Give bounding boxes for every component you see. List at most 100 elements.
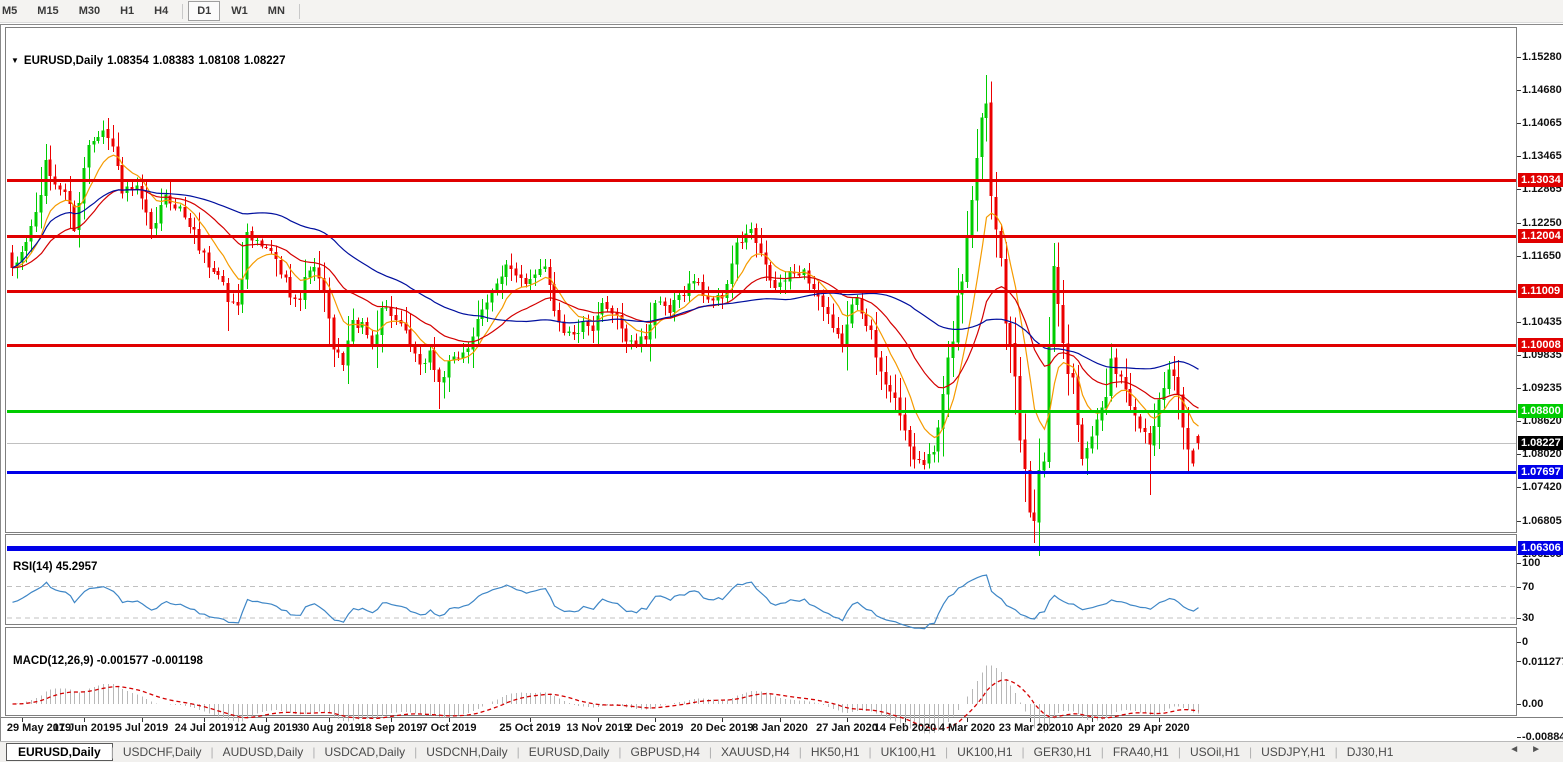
tab-separator: | bbox=[1334, 745, 1338, 759]
date-axis-tick bbox=[266, 718, 267, 722]
timeframe-button-mn[interactable]: MN bbox=[267, 5, 285, 17]
price-axis-label: 1.14680 bbox=[1522, 84, 1562, 96]
price-axis-tick bbox=[1517, 421, 1521, 422]
price-chip-1.13034: 1.13034 bbox=[1518, 173, 1563, 187]
date-axis-tick bbox=[530, 718, 531, 722]
current-price-chip: 1.08227 bbox=[1518, 436, 1563, 450]
tab-xauusd-h4[interactable]: XAUUSD,H4 bbox=[721, 745, 790, 759]
date-axis-tick bbox=[780, 718, 781, 722]
date-axis-tick bbox=[204, 718, 205, 722]
date-axis-tick bbox=[1092, 718, 1093, 722]
price-axis-label: 1.14065 bbox=[1522, 117, 1562, 129]
rsi-label: RSI(14) 45.2957 bbox=[13, 561, 98, 573]
timeframe-button-w1[interactable]: W1 bbox=[231, 5, 248, 17]
price-chip-1.08800: 1.08800 bbox=[1518, 404, 1563, 418]
price-axis-tick bbox=[1517, 156, 1521, 157]
date-label: 29 Apr 2020 bbox=[1128, 722, 1190, 734]
tab-eurusd-daily[interactable]: EURUSD,Daily bbox=[528, 745, 610, 759]
tab-usdcad-daily[interactable]: USDCAD,Daily bbox=[324, 745, 406, 759]
price-chip-1.11009: 1.11009 bbox=[1518, 284, 1563, 298]
tab-separator: | bbox=[798, 745, 802, 759]
rsi-axis-label: 70 bbox=[1522, 581, 1535, 593]
rsi-axis-tick bbox=[1517, 587, 1521, 588]
tab-separator: | bbox=[618, 745, 622, 759]
tab-separator: | bbox=[516, 745, 520, 759]
price-axis-tick bbox=[1517, 57, 1521, 58]
macd-axis-tick bbox=[1517, 737, 1521, 738]
price-chip-1.06306: 1.06306 bbox=[1518, 541, 1563, 555]
tab-fra40-h1[interactable]: FRA40,H1 bbox=[1112, 745, 1169, 759]
timeframe-toolbar: M5 M15 M30 H1 H4 D1 W1 MN bbox=[0, 0, 1563, 23]
macd-axis-label: 0.00 bbox=[1522, 698, 1544, 710]
price-axis-label: 1.06805 bbox=[1522, 515, 1562, 527]
timeframe-button-m5[interactable]: M5 bbox=[2, 5, 18, 17]
tab-audusd-daily[interactable]: AUDUSD,Daily bbox=[222, 745, 304, 759]
date-axis-tick bbox=[22, 718, 23, 722]
rsi-axis-label: 100 bbox=[1522, 557, 1541, 569]
tab-scroll-left-icon[interactable]: ◄ bbox=[1509, 744, 1532, 755]
macd-axis-label: -0.008845 bbox=[1522, 731, 1563, 743]
timeframe-button-m30[interactable]: M30 bbox=[78, 5, 101, 17]
timeframe-button-h4[interactable]: H4 bbox=[154, 5, 169, 17]
tab-separator: | bbox=[1248, 745, 1253, 759]
tab-dj30-h1[interactable]: DJ30,H1 bbox=[1346, 745, 1394, 759]
price-axis-tick bbox=[1517, 189, 1521, 190]
rsi-panel[interactable] bbox=[5, 534, 1517, 625]
tab-hk50-h1[interactable]: HK50,H1 bbox=[810, 745, 860, 759]
price-chip-1.10008: 1.10008 bbox=[1518, 338, 1563, 352]
rsi-axis-label: 0 bbox=[1522, 636, 1529, 648]
price-axis-label: 1.12250 bbox=[1522, 217, 1562, 229]
chart-open: 1.08354 bbox=[107, 55, 149, 67]
date-axis-tick bbox=[722, 718, 723, 722]
date-axis-tick bbox=[391, 718, 392, 722]
date-axis-tick bbox=[1030, 718, 1031, 722]
date-axis-tick bbox=[655, 718, 656, 722]
price-axis-tick bbox=[1517, 256, 1521, 257]
tab-uk100-h1[interactable]: UK100,H1 bbox=[957, 745, 1013, 759]
timeframe-button-d1[interactable]: D1 bbox=[188, 1, 221, 21]
tab-uk100-h1[interactable]: UK100,H1 bbox=[880, 745, 937, 759]
tab-eurusd-daily[interactable]: EURUSD,Daily bbox=[6, 743, 113, 761]
date-axis-tick bbox=[847, 718, 848, 722]
rsi-axis-label: 30 bbox=[1522, 612, 1535, 624]
toolbar-separator bbox=[182, 3, 184, 19]
price-axis-label: 1.08020 bbox=[1522, 448, 1562, 460]
tab-gbpusd-h4[interactable]: GBPUSD,H4 bbox=[630, 745, 700, 759]
price-axis-label: 1.11650 bbox=[1522, 250, 1562, 262]
date-label: 7 Oct 2019 bbox=[421, 722, 477, 734]
price-axis-label: 1.15280 bbox=[1522, 51, 1562, 63]
price-axis-tick bbox=[1517, 223, 1521, 224]
tab-separator: | bbox=[1177, 745, 1181, 759]
chart-window: ▼ EURUSD,Daily 1.08354 1.08383 1.08108 1.0822… bbox=[0, 24, 1563, 743]
timeframe-button-m15[interactable]: M15 bbox=[37, 5, 59, 17]
tab-separator: | bbox=[414, 745, 418, 759]
price-chip-1.07697: 1.07697 bbox=[1518, 465, 1563, 479]
symbol-dropdown-icon[interactable]: ▼ bbox=[11, 56, 19, 65]
date-axis-tick bbox=[598, 718, 599, 722]
date-axis-tick bbox=[1159, 718, 1160, 722]
tab-scroll-right-icon[interactable]: ► bbox=[1531, 744, 1553, 755]
main-chart-panel[interactable] bbox=[5, 27, 1517, 533]
date-axis-tick bbox=[905, 718, 906, 722]
price-axis-label: 1.13465 bbox=[1522, 150, 1562, 162]
price-axis-label: 1.09235 bbox=[1522, 382, 1562, 394]
price-chip-1.12004: 1.12004 bbox=[1518, 229, 1563, 243]
tab-usoil-h1[interactable]: USOil,H1 bbox=[1189, 745, 1240, 759]
tab-ger30-h1[interactable]: GER30,H1 bbox=[1033, 745, 1092, 759]
price-axis-tick bbox=[1517, 521, 1521, 522]
tab-usdcnh-daily[interactable]: USDCNH,Daily bbox=[426, 745, 508, 759]
tab-usdjpy-h1[interactable]: USDJPY,H1 bbox=[1261, 745, 1326, 759]
price-axis-tick bbox=[1517, 388, 1521, 389]
tab-separator: | bbox=[210, 745, 214, 759]
macd-axis-tick bbox=[1517, 704, 1521, 705]
tab-usdchf-daily[interactable]: USDCHF,Daily bbox=[122, 745, 202, 759]
tab-separator: | bbox=[708, 745, 713, 759]
rsi-axis-tick bbox=[1517, 563, 1521, 564]
price-axis-tick bbox=[1517, 454, 1521, 455]
macd-label: MACD(12,26,9) -0.001577 -0.001198 bbox=[13, 655, 203, 667]
price-axis-label: 1.09835 bbox=[1522, 349, 1562, 361]
tab-scroll-arrows: ◄► bbox=[1509, 744, 1553, 755]
timeframe-button-h1[interactable]: H1 bbox=[120, 5, 135, 17]
macd-panel[interactable] bbox=[5, 627, 1517, 716]
